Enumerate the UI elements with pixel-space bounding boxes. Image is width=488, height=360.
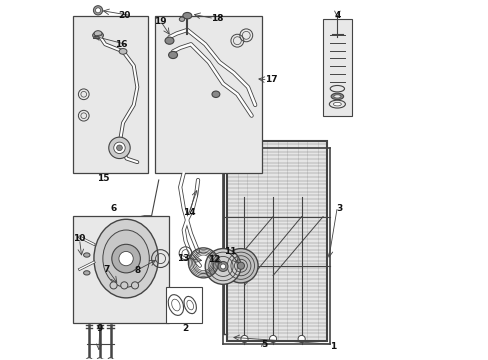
Ellipse shape: [329, 85, 344, 92]
Circle shape: [112, 244, 140, 273]
Ellipse shape: [83, 253, 90, 257]
Bar: [226, 141, 326, 341]
Ellipse shape: [83, 271, 90, 275]
Circle shape: [224, 249, 258, 283]
Text: 4: 4: [333, 11, 340, 20]
Text: 11: 11: [224, 247, 236, 256]
Ellipse shape: [93, 32, 103, 39]
Circle shape: [298, 336, 305, 342]
Ellipse shape: [94, 31, 102, 36]
Circle shape: [107, 357, 113, 360]
Circle shape: [237, 262, 244, 269]
Text: 20: 20: [119, 11, 131, 20]
Bar: [73, 216, 169, 323]
Ellipse shape: [119, 49, 127, 54]
Circle shape: [269, 336, 276, 342]
Ellipse shape: [94, 219, 158, 298]
Text: 16: 16: [115, 40, 127, 49]
Text: 2: 2: [182, 324, 188, 333]
Text: 13: 13: [177, 254, 190, 263]
Ellipse shape: [328, 100, 345, 108]
Bar: [226, 141, 326, 341]
Circle shape: [241, 336, 247, 342]
Circle shape: [220, 264, 225, 269]
Bar: [155, 16, 262, 173]
Text: 8: 8: [134, 266, 140, 275]
Circle shape: [131, 282, 138, 289]
Text: 7: 7: [103, 265, 110, 274]
Text: 10: 10: [73, 234, 85, 243]
Text: 15: 15: [97, 174, 109, 183]
Ellipse shape: [333, 102, 341, 106]
Circle shape: [93, 6, 102, 15]
Text: 18: 18: [211, 14, 224, 23]
Circle shape: [97, 357, 102, 360]
Text: 6: 6: [111, 204, 117, 213]
Circle shape: [95, 8, 101, 13]
Circle shape: [108, 137, 130, 158]
Circle shape: [116, 145, 122, 151]
Text: 12: 12: [207, 255, 220, 264]
Circle shape: [205, 249, 241, 284]
Ellipse shape: [179, 17, 184, 21]
Text: 1: 1: [329, 342, 336, 351]
Text: 17: 17: [264, 76, 277, 85]
Ellipse shape: [168, 51, 177, 59]
Bar: [165, 287, 201, 323]
Text: 5: 5: [261, 340, 267, 349]
Circle shape: [110, 282, 117, 289]
Text: 3: 3: [335, 204, 342, 213]
Ellipse shape: [164, 37, 174, 44]
Circle shape: [121, 282, 127, 289]
Ellipse shape: [183, 13, 191, 19]
Ellipse shape: [102, 230, 149, 287]
Bar: [323, 19, 351, 116]
Circle shape: [114, 142, 125, 154]
Bar: [73, 16, 148, 173]
Ellipse shape: [212, 91, 220, 98]
Text: 9: 9: [97, 324, 103, 333]
Text: 14: 14: [183, 208, 195, 217]
Ellipse shape: [330, 93, 343, 100]
Circle shape: [119, 251, 133, 266]
Circle shape: [218, 261, 227, 271]
Text: 19: 19: [154, 17, 166, 26]
Circle shape: [86, 357, 92, 360]
Ellipse shape: [333, 95, 340, 98]
